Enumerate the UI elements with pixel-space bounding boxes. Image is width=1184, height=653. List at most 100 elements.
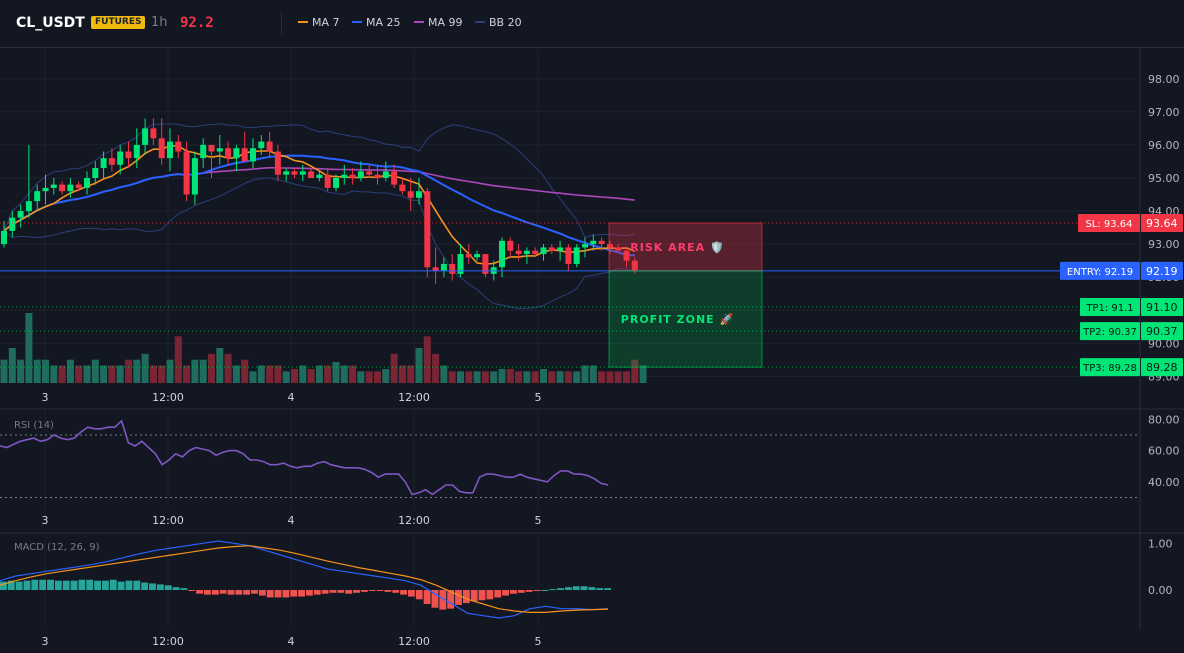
volume-bar [241,359,249,383]
candle-body [216,148,223,152]
macd-histogram-bar [156,584,164,590]
volume-bar [116,365,124,383]
price-tick-label: 90.00 [1148,337,1180,350]
legend-label: MA 99 [428,16,463,29]
volume-bar [432,353,440,383]
candle-body [606,244,613,248]
profit-zone [608,270,763,368]
macd-histogram-bar [15,581,23,590]
macd-histogram-bar [494,590,502,598]
chart-header: CL_USDT FUTURES 1h 92.2 MA 7 MA 25 MA 99… [0,0,1184,48]
legend-item-ma99[interactable]: MA 99 [414,16,463,30]
header-divider [281,12,282,34]
candle-body [557,247,564,251]
candle-body [507,240,514,251]
macd-histogram-bar [368,590,376,591]
volume-bar [548,371,556,383]
macd-histogram-bar [31,579,39,590]
volume-bar [639,365,647,383]
candle-body [108,158,115,165]
volume-bar [573,371,581,383]
volume-bar [249,371,257,383]
volume-bar [349,365,357,383]
macd-histogram-bar [274,590,282,598]
level-name-text: TP3: 89.28 [1082,363,1137,374]
volume-bar [390,353,398,383]
macd-histogram-bar [164,585,172,590]
volume-bar [540,369,547,383]
candle-body [208,144,215,152]
candle-body [125,151,132,159]
legend-item-ma7[interactable]: MA 7 [298,16,340,30]
rsi-line [0,419,609,496]
macd-histogram-bar [486,590,494,600]
macd-histogram-bar [462,590,470,604]
candle-body [142,128,149,145]
candle-body [532,250,539,255]
legend-label: MA 25 [366,16,401,29]
macd-histogram-bar [423,590,431,604]
volume-bar [183,365,191,383]
candle-body [623,250,630,261]
candle-body [407,191,414,198]
time-tick-label: 12:00 [152,635,184,648]
level-name-tag [1080,358,1140,377]
legend-item-ma25[interactable]: MA 25 [352,16,401,30]
price-tick-label: 97.00 [1148,106,1180,119]
time-tick-label: 4 [288,514,295,527]
volume-bar [149,365,157,383]
candle-body [100,158,107,169]
candle-body [540,247,547,255]
time-tick-label: 5 [535,635,542,648]
candle-body [548,247,555,251]
volume-bar [83,365,91,383]
level-price-text: 93.64 [1146,217,1178,230]
macd-histogram-bar [290,590,298,597]
bollinger-upper-line [3,123,635,238]
volume-bar [523,371,531,383]
ma25-line [3,154,635,257]
volume-bar [465,371,473,383]
timeframe-label[interactable]: 1h [151,15,168,30]
volume-bar [382,369,390,383]
macd-histogram-bar [604,588,611,590]
volume-bar [564,371,572,383]
candle-body [308,171,315,178]
macd-histogram-bar [510,590,517,594]
candle-body [200,144,207,159]
risk-area-zone [608,222,763,272]
macd-histogram-bar [298,590,305,597]
level-price-tag [1141,297,1183,316]
volume-bar [340,365,348,383]
volume-bar [58,365,66,383]
legend-swatch-ma25 [352,21,362,23]
macd-histogram-bar [125,580,133,590]
volume-bar [598,371,606,383]
macd-histogram-bar [243,590,251,595]
volume-bar [307,369,315,383]
macd-tick-label: 0.00 [1148,584,1173,597]
level-price-tag [1141,358,1183,377]
macd-histogram-bar [345,590,353,594]
time-tick-label: 5 [535,514,542,527]
macd-histogram-bar [204,590,211,595]
volume-bar [66,359,74,383]
candle-body [615,247,622,251]
time-tick-label: 3 [42,635,49,648]
volume-bar [423,336,431,383]
level-price-tag [1141,261,1183,280]
macd-histogram-bar [39,579,47,590]
time-tick-label: 3 [42,514,49,527]
candle-body [9,217,16,231]
time-tick-label: 5 [535,391,542,404]
candle-body [59,184,66,192]
candle-body [258,141,265,149]
legend-item-bb20[interactable]: BB 20 [475,16,522,30]
macd-histogram-bar [188,590,196,591]
symbol-title[interactable]: CL_USDT [16,15,85,31]
volume-bar [324,365,332,383]
macd-histogram-bar [251,590,258,594]
candle-body [357,171,364,178]
volume-bar [17,359,25,383]
